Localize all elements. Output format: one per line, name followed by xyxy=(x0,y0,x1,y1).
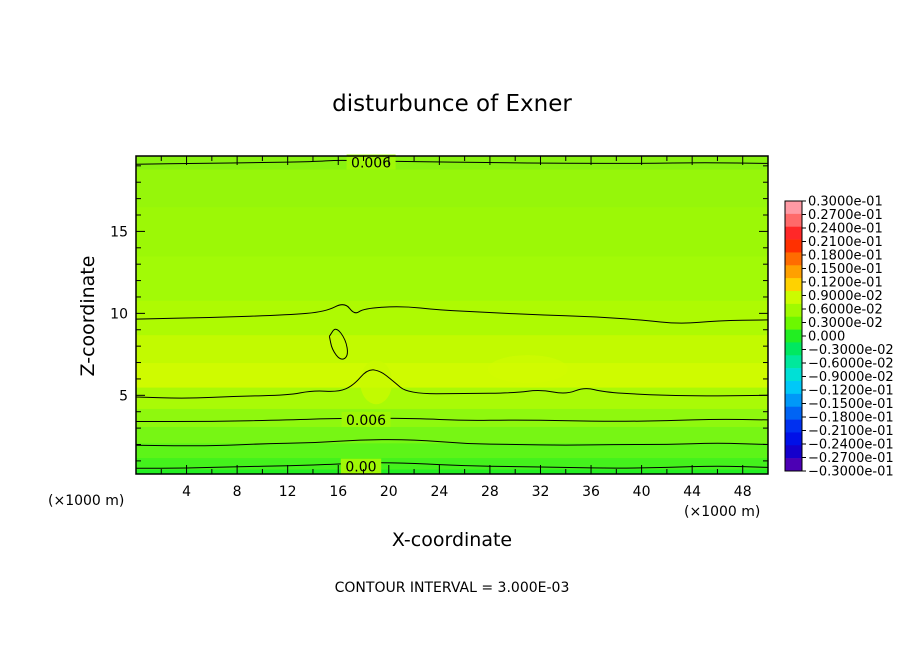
legend-swatch xyxy=(785,278,802,292)
contour-label-bg xyxy=(346,154,396,170)
legend-label: −0.3000e-01 xyxy=(808,465,894,480)
legend-label: 0.9000e-02 xyxy=(808,289,883,304)
legend-label: 0.3000e-01 xyxy=(808,195,883,210)
legend-label: 0.1800e-01 xyxy=(808,249,883,264)
contour-line xyxy=(136,304,768,324)
contour-label-bg xyxy=(341,411,391,427)
contour-line xyxy=(136,417,768,422)
y-tick-label: 10 xyxy=(110,306,128,322)
x-unit-right: (×1000 m) xyxy=(684,504,760,520)
y-tick-label: 5 xyxy=(119,388,128,404)
legend-swatch xyxy=(785,265,802,279)
legend-swatch xyxy=(785,291,802,305)
legend-label: −0.2100e-01 xyxy=(808,424,894,439)
y-axis-label: Z-coordinate xyxy=(77,256,99,377)
legend-swatch xyxy=(785,419,802,433)
legend-label: −0.1800e-01 xyxy=(808,411,894,426)
legend-swatch xyxy=(785,381,802,395)
fill-band xyxy=(136,442,768,459)
fill-bands xyxy=(136,156,768,474)
legend-swatch xyxy=(785,458,802,472)
legend-label: −0.2400e-01 xyxy=(808,438,894,453)
legend-label: −0.1200e-01 xyxy=(808,384,894,399)
legend-label: −0.1500e-01 xyxy=(808,397,894,412)
fill-band xyxy=(136,362,768,388)
color-legend: 0.3000e-010.2700e-010.2400e-010.2100e-01… xyxy=(784,195,894,480)
x-tick-label: 36 xyxy=(582,484,600,500)
x-tick-label: 16 xyxy=(329,484,347,500)
fill-band xyxy=(136,300,768,336)
fill-band xyxy=(136,334,768,364)
x-tick-label: 12 xyxy=(279,484,297,500)
x-unit-left: (×1000 m) xyxy=(48,493,124,509)
x-tick-label: 4 xyxy=(182,484,191,500)
legend-swatch xyxy=(785,252,802,266)
contour-label: 0.006 xyxy=(346,413,386,429)
fill-bulge xyxy=(360,360,393,405)
fill-band xyxy=(136,206,768,257)
legend-label: −0.6000e-02 xyxy=(808,357,894,372)
legend-label: 0.2400e-01 xyxy=(808,222,883,237)
fill-band xyxy=(136,457,768,470)
legend-label: −0.9000e-02 xyxy=(808,370,894,385)
legend-label: 0.1200e-01 xyxy=(808,276,883,291)
legend-swatch xyxy=(785,342,802,356)
y-tick-label: 15 xyxy=(110,224,128,240)
fill-band xyxy=(136,469,768,474)
x-tick-label: 20 xyxy=(380,484,398,500)
contour-label: 0.006 xyxy=(351,156,391,172)
legend-swatch xyxy=(785,239,802,253)
legend-label: 0.6000e-02 xyxy=(808,303,883,318)
legend-swatch xyxy=(785,355,802,369)
x-axis-label: X-coordinate xyxy=(392,529,512,551)
legend-swatch xyxy=(785,432,802,446)
legend-swatch xyxy=(785,226,802,240)
chart-title: disturbunce of Exner xyxy=(332,91,572,117)
legend-swatch xyxy=(785,329,802,343)
contour-line xyxy=(136,439,768,447)
x-tick-label: 48 xyxy=(734,484,752,500)
legend-label: −0.3000e-02 xyxy=(808,343,894,358)
fill-band xyxy=(136,408,768,427)
legend-swatch xyxy=(785,406,802,420)
fill-band xyxy=(136,169,768,208)
legend-label: 0.1500e-01 xyxy=(808,262,883,277)
fill-band xyxy=(136,387,768,409)
legend-swatch xyxy=(785,445,802,459)
contour-label: 0.00 xyxy=(345,460,376,476)
legend-swatch xyxy=(785,303,802,318)
legend-swatch xyxy=(785,316,802,330)
legend-swatch xyxy=(785,368,802,382)
legend-label: 0.2700e-01 xyxy=(808,208,883,223)
fill-bulge xyxy=(487,355,568,384)
contour-interval-note: CONTOUR INTERVAL = 3.000E-03 xyxy=(335,580,570,596)
x-tick-label: 40 xyxy=(633,484,651,500)
legend-swatch xyxy=(785,393,802,408)
legend-label: 0.000 xyxy=(808,330,845,345)
contour-line xyxy=(136,369,768,399)
contour-labels: 0.006 0.006 0.00 xyxy=(340,154,396,476)
legend-swatch xyxy=(785,201,802,215)
contour-label-bg xyxy=(340,458,382,474)
x-tick-label: 28 xyxy=(481,484,499,500)
x-tick-label: 44 xyxy=(683,484,701,500)
x-tick-label: 8 xyxy=(233,484,242,500)
x-tick-label: 32 xyxy=(532,484,550,500)
fill-band xyxy=(136,426,768,444)
contour-line xyxy=(328,328,348,360)
legend-label: 0.2100e-01 xyxy=(808,235,883,250)
plot-frame xyxy=(135,155,769,475)
fill-band xyxy=(136,156,768,170)
fill-band xyxy=(136,255,768,301)
legend-label: 0.3000e-02 xyxy=(808,316,883,331)
legend-swatch xyxy=(785,213,802,228)
legend-label: −0.2700e-01 xyxy=(808,451,894,466)
x-tick-label: 24 xyxy=(430,484,448,500)
